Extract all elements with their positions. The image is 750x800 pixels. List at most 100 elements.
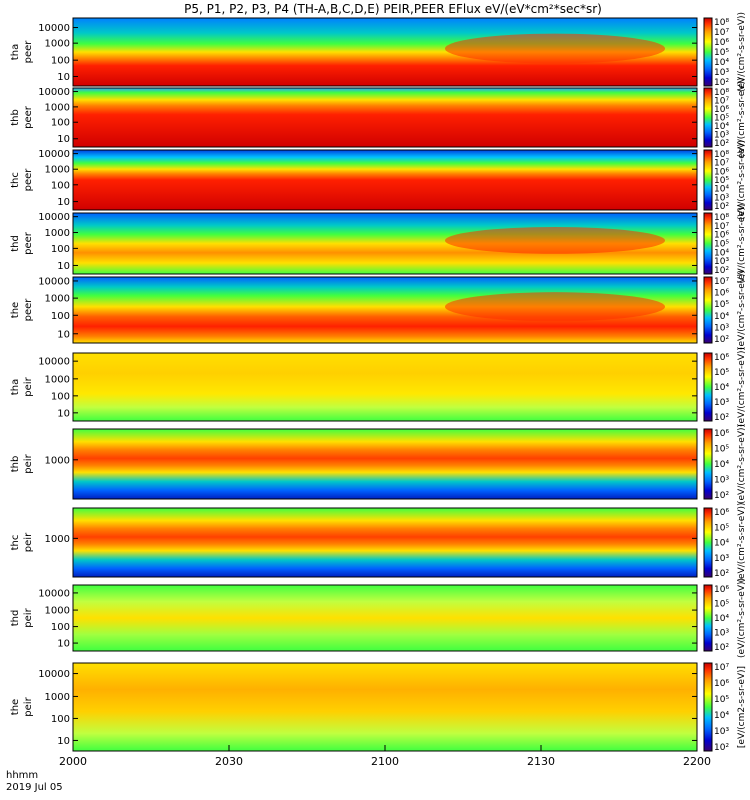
y-tick-label: 10000 — [38, 149, 70, 160]
panel-label-probe: the — [10, 302, 21, 318]
x-tick-label: 2200 — [683, 755, 711, 768]
colorbar-tick-label: 10⁷ — [714, 277, 729, 287]
colorbar-tick-label: 10² — [714, 139, 729, 149]
panel-thb-peir: 1000 thb peir 10⁶ 10⁵ 10⁴ 10³ 10² (eV/(cm²-s-sr-… — [10, 424, 747, 504]
colorbar-tick-label: 10⁴ — [714, 122, 729, 132]
colorbar-tick-label: 10³ — [714, 629, 729, 639]
colorbar-tick-label: 10⁵ — [714, 176, 729, 186]
colorbar-tick-label: 10⁶ — [714, 679, 729, 689]
colorbar-tick-label: 10² — [714, 335, 729, 345]
y-tick-label: 10000 — [38, 212, 70, 223]
y-tick-label: 10000 — [38, 588, 70, 599]
colorbar-tick-label: 10⁵ — [714, 600, 729, 610]
panel-label-probe: tha — [10, 379, 21, 395]
colorbar-label: (eV/(cm²-s-sr-eV)) — [737, 270, 747, 350]
colorbar-tick-label: 10⁸ — [714, 213, 729, 223]
colorbar-tick-label: 10³ — [714, 476, 729, 486]
colorbar-tick-label: 10² — [714, 202, 729, 212]
colorbar — [703, 584, 713, 652]
colorbar-tick-label: 10⁵ — [714, 368, 729, 378]
panel-label-product: peir — [23, 696, 34, 716]
y-tick-label: 1000 — [45, 606, 70, 617]
colorbar-tick-label: 10⁶ — [714, 353, 729, 363]
colorbar-tick-label: 10⁶ — [714, 429, 729, 439]
colorbar — [703, 149, 713, 211]
y-tick-label: 1000 — [45, 294, 70, 305]
y-tick-label: 1000 — [45, 692, 70, 703]
panel-label-probe: thd — [10, 610, 21, 627]
colorbar-tick-label: 10⁴ — [714, 58, 729, 68]
panel-thc-peir: 1000 thc peir 10⁶ 10⁵ 10⁴ 10³ 10² (eV/(cm²-s-sr-… — [10, 502, 747, 582]
panel-label-probe: thc — [10, 172, 21, 188]
y-tick-label: 1000 — [45, 534, 70, 545]
panel-frame — [72, 149, 698, 211]
y-tick-label: 1000 — [45, 102, 70, 113]
y-tick-label: 1000 — [45, 374, 70, 385]
colorbar-tick-label: 10⁷ — [714, 222, 729, 232]
colorbar-tick-label: 10² — [714, 413, 729, 423]
panel-the-peir: 10000 1000 100 10 the peir 10⁷ 10⁶ 10⁵ 10⁴ 10³ 10² [… — [10, 662, 747, 753]
colorbar-tick-label: 10⁴ — [714, 185, 729, 195]
colorbar-tick-label: 10³ — [714, 193, 729, 203]
y-tick-label: 10 — [57, 261, 70, 272]
colorbar-label: [eV/(cm2-s-sr-eV)] — [737, 666, 747, 748]
intensity-region — [445, 33, 665, 64]
spectrogram-image — [73, 150, 697, 210]
y-tick-label: 10 — [57, 134, 70, 145]
colorbar-label: (eV/(cm²-s-sr-eV)) — [737, 203, 747, 283]
colorbar-tick-label: 10⁷ — [714, 28, 729, 38]
colorbar — [703, 507, 713, 578]
y-tick-label: 100 — [51, 56, 70, 67]
panel-label-product: peer — [23, 298, 34, 322]
panel-label-product: peer — [23, 40, 34, 64]
panel-label-probe: the — [10, 699, 21, 715]
spectrogram-image — [73, 429, 697, 499]
colorbar-label: (eV/(cm²-s-sr-eV)) — [737, 12, 747, 92]
y-tick-label: 10000 — [38, 87, 70, 98]
x-tick-label: 2030 — [215, 755, 243, 768]
colorbar-tick-label: 10³ — [714, 68, 729, 78]
colorbar-tick-label: 10⁵ — [714, 48, 729, 58]
colorbar-tick-label: 10⁴ — [714, 539, 729, 549]
panel-label-product: peer — [23, 168, 34, 192]
y-tick-label: 10 — [57, 639, 70, 650]
colorbar-tick-label: 10⁴ — [714, 460, 729, 470]
colorbar-tick-label: 10⁷ — [714, 159, 729, 169]
panel-label-probe: tha — [10, 44, 21, 60]
y-tick-label: 1000 — [45, 455, 70, 466]
panel-thd-peir: 10000 1000 100 10 thd peir 10⁶ 10⁵ 10⁴ 10³ 10² (eV/… — [10, 578, 747, 658]
colorbar-tick-label: 10⁵ — [714, 695, 729, 705]
colorbar-tick-label: 10⁶ — [714, 289, 729, 299]
colorbar — [703, 428, 713, 500]
colorbar-tick-label: 10⁶ — [714, 38, 729, 48]
spectrogram-image — [73, 88, 697, 147]
panel-label-probe: thb — [10, 109, 21, 126]
colorbar-tick-label: 10⁷ — [714, 663, 729, 673]
y-tick-label: 10 — [57, 72, 70, 83]
colorbar-tick-label: 10⁸ — [714, 88, 729, 98]
colorbar-tick-label: 10⁴ — [714, 614, 729, 624]
panel-label-probe: thd — [10, 235, 21, 252]
colorbar-tick-label: 10⁷ — [714, 97, 729, 107]
y-tick-label: 10 — [57, 197, 70, 208]
colorbar-tick-label: 10² — [714, 569, 729, 579]
x-tick-label: 2100 — [371, 755, 399, 768]
panel-frame — [72, 87, 698, 148]
x-tick-label: 2130 — [527, 755, 555, 768]
colorbar-tick-label: 10⁵ — [714, 114, 729, 124]
colorbar-tick-label: 10⁵ — [714, 445, 729, 455]
colorbar-label: (eV/(cm²-s-sr-eV)) — [737, 502, 747, 582]
y-tick-label: 10000 — [38, 23, 70, 34]
spectrogram-image — [73, 508, 697, 577]
colorbar-tick-label: 10⁶ — [714, 585, 729, 595]
y-tick-label: 100 — [51, 180, 70, 191]
colorbar-tick-label: 10⁸ — [714, 18, 729, 28]
intensity-region — [445, 227, 665, 254]
colorbar-tick-label: 10⁴ — [714, 383, 729, 393]
colorbar-tick-label: 10² — [714, 643, 729, 653]
colorbar — [703, 87, 713, 148]
